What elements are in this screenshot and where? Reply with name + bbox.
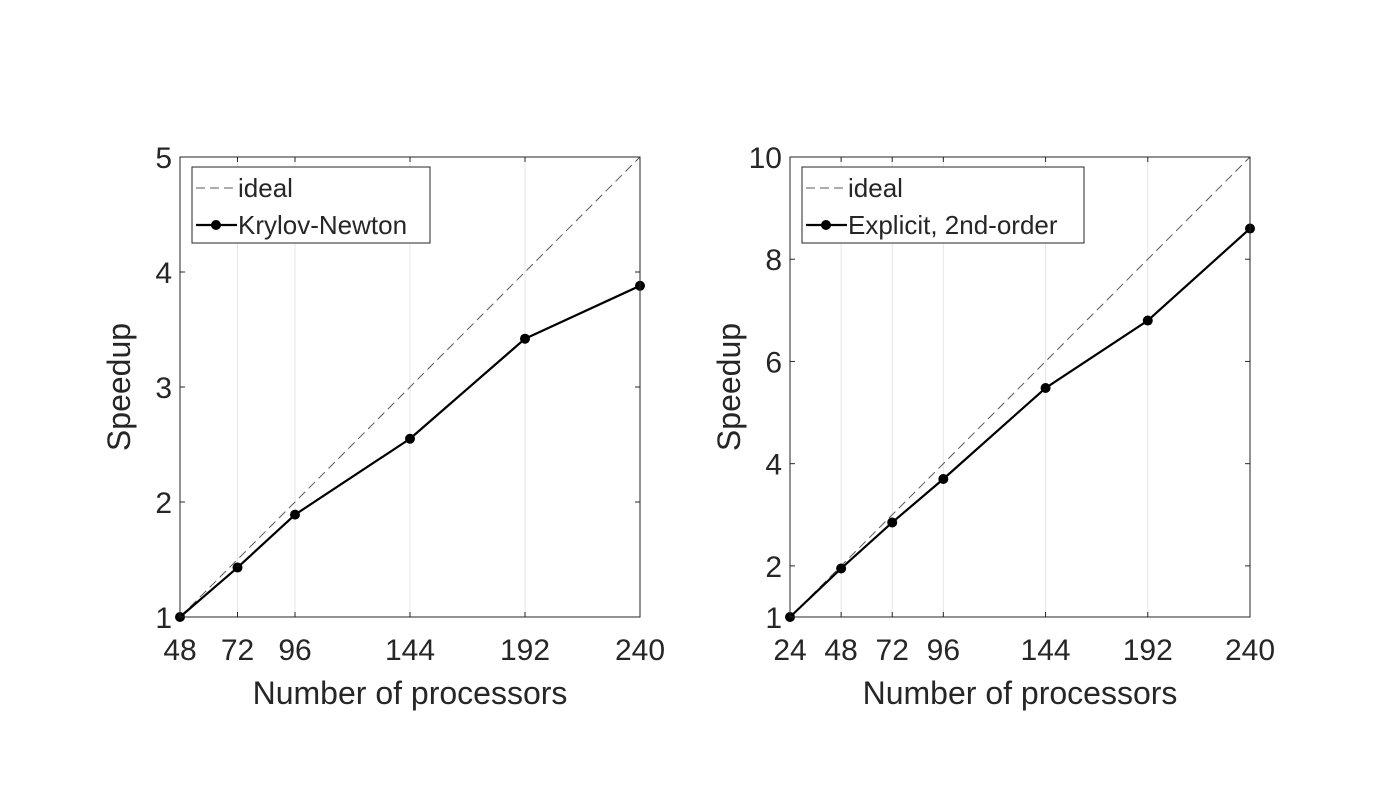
y-tick-label: 1 <box>765 602 782 635</box>
y-tick-label: 10 <box>749 142 782 175</box>
x-axis-label: Number of processors <box>253 675 568 711</box>
data-point <box>405 433 415 444</box>
legend-label-ideal: ideal <box>238 173 293 203</box>
y-axis-label: Speedup <box>101 323 137 451</box>
y-tick-label: 6 <box>765 346 782 379</box>
data-point <box>520 333 530 344</box>
x-tick-label: 96 <box>278 634 311 667</box>
y-tick-label: 4 <box>765 449 782 482</box>
chart-krylov-newton: 48 72 96 144 192 240 1 2 3 4 5 Number of processors… <box>101 142 665 711</box>
x-tick-label: 72 <box>221 634 254 667</box>
y-tick-label: 5 <box>155 142 172 175</box>
x-tick-label: 24 <box>773 634 806 667</box>
data-point <box>1142 315 1153 326</box>
legend-box <box>801 166 1085 244</box>
x-tick-label: 72 <box>876 634 909 667</box>
legend-marker <box>211 220 221 230</box>
data-point <box>887 517 898 528</box>
x-tick-label: 240 <box>1225 634 1275 667</box>
y-axis-label: Speedup <box>711 323 747 451</box>
x-tick-label: 192 <box>1123 634 1173 667</box>
x-tick-label: 240 <box>615 634 665 667</box>
legend-marker <box>821 220 831 230</box>
y-tick-label: 4 <box>155 257 172 290</box>
series-line-ideal <box>179 156 641 618</box>
series-line-ideal <box>789 156 1251 618</box>
legend-label-measured: Explicit, 2nd-order <box>848 210 1058 240</box>
legend-label-ideal: ideal <box>848 173 903 203</box>
x-axis-label: Number of processors <box>863 675 1178 711</box>
x-tick-label: 144 <box>1021 634 1071 667</box>
data-point <box>836 563 847 574</box>
series-line-measured <box>179 284 641 618</box>
x-tick-label: 48 <box>163 634 196 667</box>
data-point <box>232 562 243 573</box>
x-tick-label: 192 <box>500 634 550 667</box>
legend-label-measured: Krylov-Newton <box>238 210 407 240</box>
data-point <box>290 509 300 520</box>
y-tick-label: 3 <box>155 372 172 405</box>
data-point <box>938 474 949 484</box>
x-tick-label: 48 <box>824 634 857 667</box>
x-tick-label: 96 <box>927 634 960 667</box>
data-point <box>1040 383 1051 394</box>
x-tick-label: 144 <box>385 634 435 667</box>
y-tick-label: 2 <box>155 487 172 520</box>
axes-box <box>789 156 1251 618</box>
y-tick-label: 2 <box>765 551 782 584</box>
legend-box <box>191 166 431 244</box>
y-tick-label: 8 <box>765 244 782 277</box>
y-tick-label: 1 <box>155 602 172 635</box>
